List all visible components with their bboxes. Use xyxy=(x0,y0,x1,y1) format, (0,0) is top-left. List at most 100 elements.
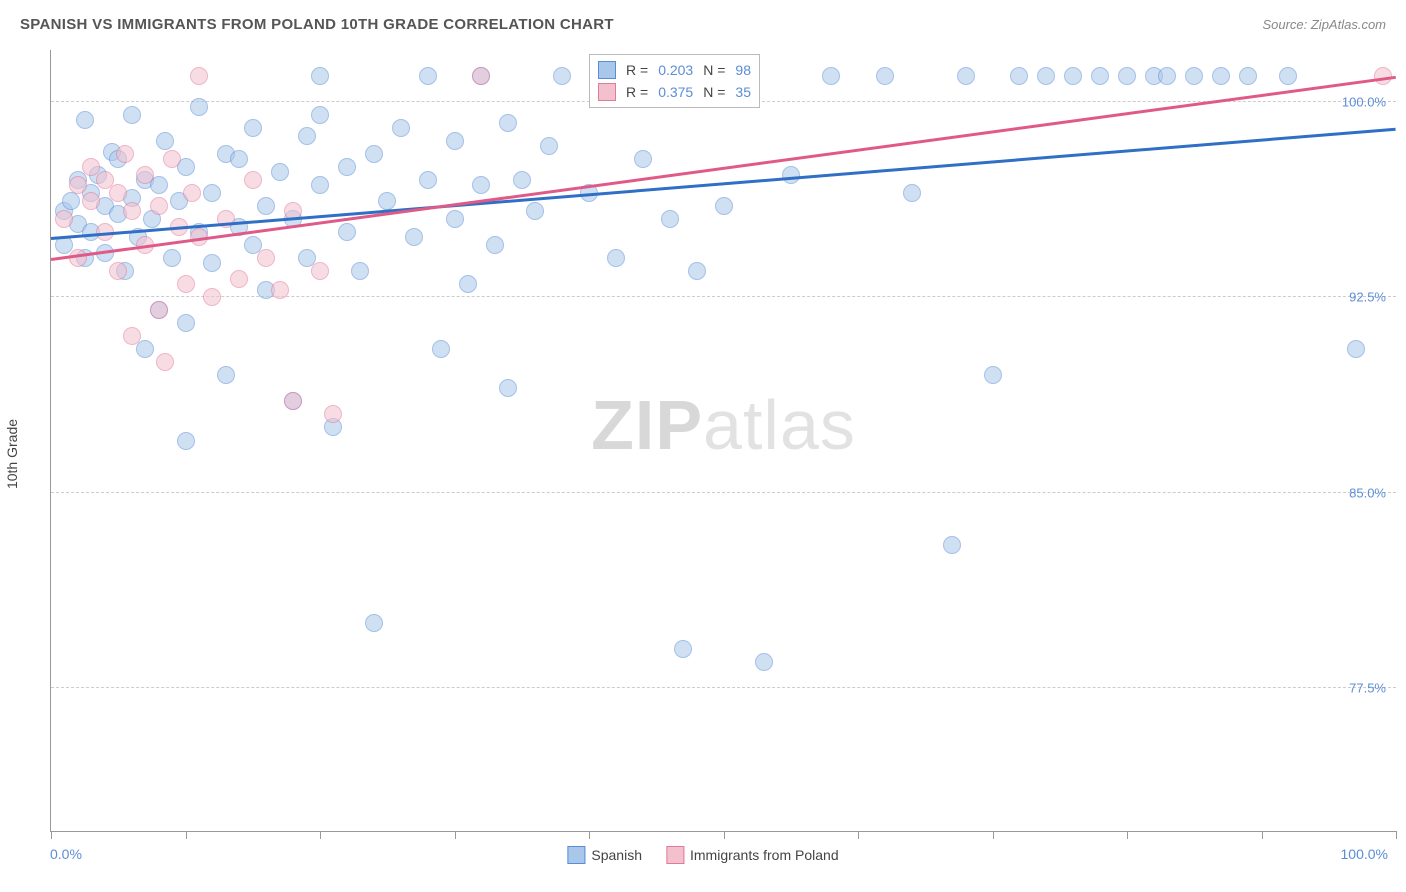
scatter-point xyxy=(109,184,127,202)
y-tick-label: 77.5% xyxy=(1349,680,1386,695)
scatter-point xyxy=(1118,67,1136,85)
chart-container: SPANISH VS IMMIGRANTS FROM POLAND 10TH G… xyxy=(0,0,1406,892)
y-tick-label: 85.0% xyxy=(1349,485,1386,500)
scatter-point xyxy=(311,176,329,194)
watermark-bold: ZIP xyxy=(591,386,703,464)
scatter-point xyxy=(116,145,134,163)
stat-n-label-0: N = xyxy=(703,62,725,78)
x-tick xyxy=(1396,831,1397,839)
stat-r-label-0: R = xyxy=(626,62,648,78)
stat-swatch-0 xyxy=(598,61,616,79)
legend-item-1: Immigrants from Poland xyxy=(666,846,839,864)
stat-row-1: R = 0.375 N = 35 xyxy=(598,81,751,103)
scatter-point xyxy=(82,192,100,210)
scatter-point xyxy=(203,254,221,272)
scatter-point xyxy=(782,166,800,184)
scatter-point xyxy=(392,119,410,137)
scatter-point xyxy=(177,432,195,450)
scatter-point xyxy=(69,249,87,267)
gridline xyxy=(51,687,1396,688)
scatter-point xyxy=(311,262,329,280)
scatter-point xyxy=(607,249,625,267)
stat-swatch-1 xyxy=(598,83,616,101)
scatter-point xyxy=(715,197,733,215)
scatter-point xyxy=(271,281,289,299)
stats-box: R = 0.203 N = 98 R = 0.375 N = 35 xyxy=(589,54,760,108)
y-axis-label: 10th Grade xyxy=(4,419,20,489)
scatter-point xyxy=(419,171,437,189)
scatter-point xyxy=(136,340,154,358)
stat-n-val-0: 98 xyxy=(735,62,751,78)
plot-wrapper: ZIPatlas R = 0.203 N = 98 R = 0.375 N = … xyxy=(50,50,1396,832)
scatter-point xyxy=(876,67,894,85)
x-tick xyxy=(858,831,859,839)
scatter-point xyxy=(284,392,302,410)
scatter-point xyxy=(499,114,517,132)
scatter-point xyxy=(1037,67,1055,85)
scatter-point xyxy=(1347,340,1365,358)
scatter-point xyxy=(405,228,423,246)
scatter-point xyxy=(943,536,961,554)
scatter-point xyxy=(459,275,477,293)
scatter-point xyxy=(634,150,652,168)
scatter-point xyxy=(271,163,289,181)
scatter-point xyxy=(338,223,356,241)
gridline xyxy=(51,296,1396,297)
header: SPANISH VS IMMIGRANTS FROM POLAND 10TH G… xyxy=(0,0,1406,40)
scatter-point xyxy=(203,288,221,306)
scatter-point xyxy=(1239,67,1257,85)
scatter-point xyxy=(62,192,80,210)
x-tick xyxy=(51,831,52,839)
scatter-point xyxy=(419,67,437,85)
legend-swatch-1 xyxy=(666,846,684,864)
scatter-point xyxy=(1010,67,1028,85)
scatter-point xyxy=(688,262,706,280)
scatter-point xyxy=(244,171,262,189)
source-label: Source: ZipAtlas.com xyxy=(1262,17,1386,32)
x-axis-min-label: 0.0% xyxy=(50,846,82,862)
y-tick-label: 100.0% xyxy=(1342,95,1386,110)
scatter-point xyxy=(217,366,235,384)
scatter-point xyxy=(230,150,248,168)
scatter-point xyxy=(1158,67,1176,85)
bottom-legend: Spanish Immigrants from Poland xyxy=(567,846,838,864)
scatter-point xyxy=(183,184,201,202)
scatter-point xyxy=(311,67,329,85)
scatter-point xyxy=(755,653,773,671)
scatter-point xyxy=(1091,67,1109,85)
stat-row-0: R = 0.203 N = 98 xyxy=(598,59,751,81)
scatter-point xyxy=(203,184,221,202)
scatter-point xyxy=(257,197,275,215)
scatter-point xyxy=(190,67,208,85)
scatter-point xyxy=(446,210,464,228)
x-tick xyxy=(724,831,725,839)
scatter-point xyxy=(472,176,490,194)
scatter-point xyxy=(432,340,450,358)
scatter-point xyxy=(123,106,141,124)
legend-label-1: Immigrants from Poland xyxy=(690,847,839,863)
scatter-point xyxy=(136,166,154,184)
stat-r-label-1: R = xyxy=(626,84,648,100)
scatter-point xyxy=(123,202,141,220)
scatter-point xyxy=(472,67,490,85)
scatter-point xyxy=(903,184,921,202)
watermark-light: atlas xyxy=(703,386,856,464)
legend-swatch-0 xyxy=(567,846,585,864)
scatter-point xyxy=(1212,67,1230,85)
scatter-point xyxy=(156,353,174,371)
scatter-point xyxy=(338,158,356,176)
scatter-point xyxy=(69,176,87,194)
legend-label-0: Spanish xyxy=(591,847,642,863)
scatter-point xyxy=(76,111,94,129)
scatter-point xyxy=(123,327,141,345)
scatter-point xyxy=(499,379,517,397)
gridline xyxy=(51,492,1396,493)
scatter-point xyxy=(298,127,316,145)
x-axis-max-label: 100.0% xyxy=(1341,846,1388,862)
scatter-point xyxy=(822,67,840,85)
watermark: ZIPatlas xyxy=(591,385,856,465)
x-tick xyxy=(186,831,187,839)
scatter-point xyxy=(984,366,1002,384)
scatter-point xyxy=(177,314,195,332)
x-tick xyxy=(993,831,994,839)
